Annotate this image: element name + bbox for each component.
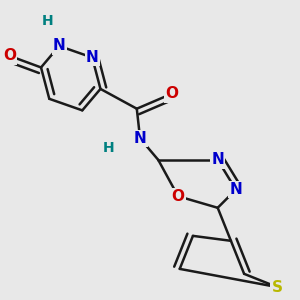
Text: H: H (41, 14, 54, 29)
Text: N: N (53, 38, 66, 53)
Text: O: O (3, 48, 16, 63)
Text: N: N (86, 50, 99, 65)
Text: H: H (103, 141, 115, 155)
Text: N: N (230, 182, 242, 197)
Text: H: H (42, 14, 53, 28)
Text: N: N (134, 131, 146, 146)
Text: O: O (172, 189, 184, 204)
Text: H: H (102, 141, 115, 156)
Text: O: O (165, 86, 178, 101)
Text: N: N (211, 152, 224, 167)
Text: S: S (272, 280, 283, 295)
